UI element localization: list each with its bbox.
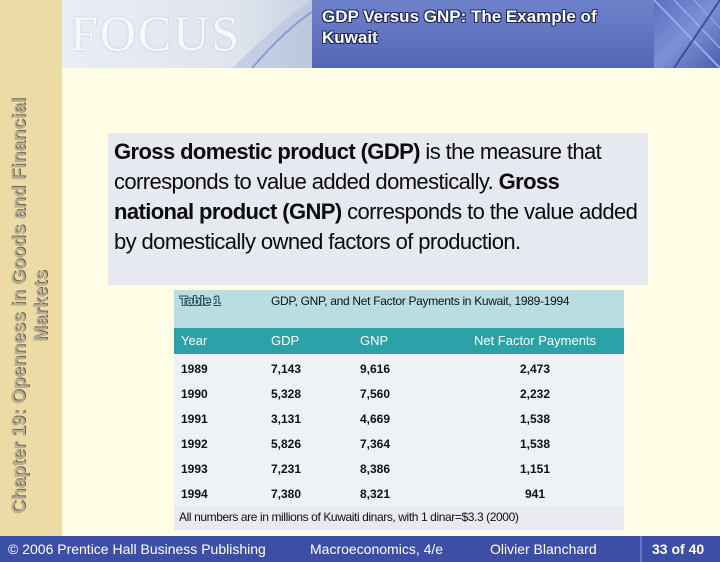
table-row: 1994 7,380 8,321 941 [174,481,624,506]
definition-box: Gross domestic product (GDP) is the meas… [108,133,648,285]
gdp-gnp-table: Table 1 GDP, GNP, and Net Factor Payment… [174,290,624,509]
cell-gnp: 9,616 [360,362,391,376]
cell-gdp: 3,131 [271,412,302,426]
chapter-title: Chapter 19: Openness in Goods and Financ… [9,98,52,514]
swoosh-decoration-icon [232,0,312,68]
cell-gdp: 5,826 [271,437,302,451]
slide-footer: © 2006 Prentice Hall Business Publishing… [0,536,720,562]
cell-gnp: 7,560 [360,387,391,401]
table-row: 1991 3,131 4,669 1,538 [174,406,624,431]
table-footnote: All numbers are in millions of Kuwaiti d… [174,506,624,530]
cell-net-factor-payments: 1,151 [519,462,551,476]
cell-gdp: 7,231 [271,462,302,476]
footer-divider [640,536,642,562]
cell-year: 1989 [181,362,208,376]
cell-gnp: 8,321 [360,487,391,501]
cell-gnp: 7,364 [360,437,391,451]
slide-title: GDP Versus GNP: The Example of Kuwait [322,7,597,47]
cell-gdp: 5,328 [271,387,302,401]
cell-year: 1990 [181,387,208,401]
cell-gdp: 7,380 [271,487,302,501]
cell-year: 1991 [181,412,208,426]
cell-year: 1992 [181,437,208,451]
column-header-net-factor-payments: Net Factor Payments [473,333,597,348]
column-header-gnp: GNP [360,333,389,348]
cell-net-factor-payments: 2,473 [519,362,551,376]
table-row: 1989 7,143 9,616 2,473 [174,356,624,381]
table-row: 1993 7,231 8,386 1,151 [174,456,624,481]
cell-net-factor-payments: 1,538 [519,412,551,426]
gdp-description: is the measure that corresponds to value… [114,139,602,194]
corner-decoration [654,0,720,68]
cell-net-factor-payments: 2,232 [519,387,551,401]
chapter-sidebar: Chapter 19: Openness in Goods and Financ… [0,0,62,536]
table-caption: GDP, GNP, and Net Factor Payments in Kuw… [271,294,570,308]
cell-net-factor-payments: 1,538 [519,437,551,451]
column-header-gdp: GDP [271,333,300,348]
table-header: Table 1 GDP, GNP, and Net Factor Payment… [174,290,624,328]
table-row: 1992 5,826 7,364 1,538 [174,431,624,456]
table-body: 1989 7,143 9,616 2,473 1990 5,328 7,560 … [174,354,624,509]
cell-year: 1993 [181,462,208,476]
gnp-term: Gross national product (GNP) [114,169,560,224]
gnp-description: corresponds to the value added by domest… [114,199,638,254]
gdp-term: Gross domestic product (GDP) [114,139,421,164]
focus-label: FOCUS [70,5,242,61]
cell-gnp: 8,386 [360,462,391,476]
column-header-year: Year [181,333,208,348]
cell-gdp: 7,143 [271,362,302,376]
cell-gnp: 4,669 [360,412,391,426]
focus-banner: FOCUS [62,0,312,68]
title-banner: GDP Versus GNP: The Example of Kuwait [312,0,654,68]
corner-pattern-icon [654,0,720,68]
column-headers: Year GDP GNP Net Factor Payments [174,328,624,354]
copyright-text: © 2006 Prentice Hall Business Publishing [8,541,266,557]
table-row: 1990 5,328 7,560 2,232 [174,381,624,406]
definition-paragraph: Gross domestic product (GDP) is the meas… [114,137,642,257]
cell-net-factor-payments: 941 [524,487,546,501]
page-indicator: 33 of 40 [652,541,705,557]
cell-year: 1994 [181,487,208,501]
author-name: Olivier Blanchard [490,541,597,557]
book-title: Macroeconomics, 4/e [310,541,444,557]
table-label: Table 1 [180,294,221,308]
